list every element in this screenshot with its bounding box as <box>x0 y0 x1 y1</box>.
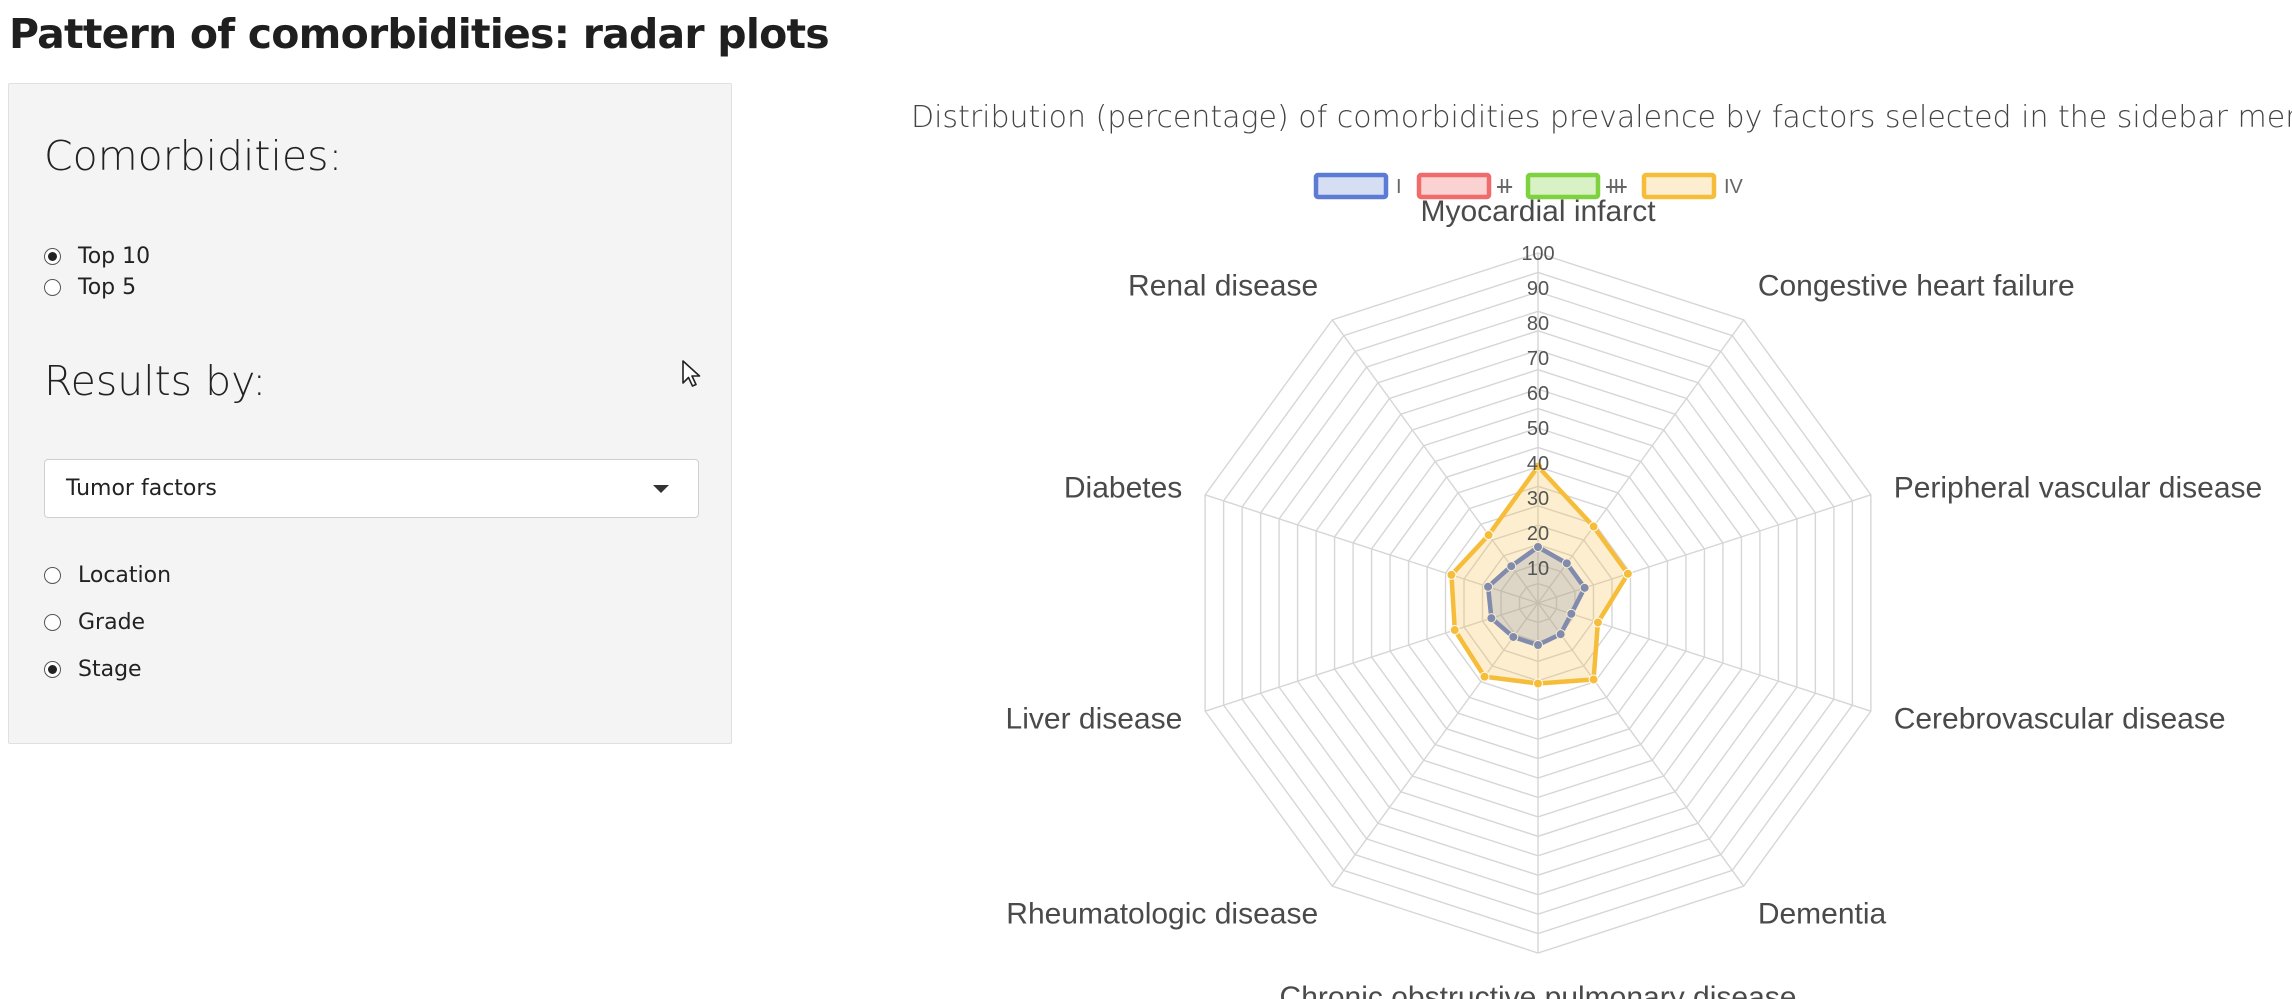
results-by-select-value: Tumor factors <box>66 476 217 501</box>
mouse-cursor-icon <box>682 360 701 387</box>
radial-tick-label: 10 <box>1527 558 1549 580</box>
radio-top-5[interactable]: Top 5 <box>44 270 136 304</box>
radio-grade[interactable]: Grade <box>44 605 145 639</box>
series-4-point[interactable] <box>1483 530 1494 541</box>
radial-tick-label: 90 <box>1527 278 1549 300</box>
results-by-label: Results by: <box>44 357 267 405</box>
axis-label-diabetes: Diabetes <box>1064 471 1182 504</box>
series-1-point[interactable] <box>1533 542 1543 552</box>
radio-top-10[interactable]: Top 10 <box>44 239 150 273</box>
radar-spoke <box>1331 602 1539 887</box>
legend-label-1[interactable]: I <box>1396 176 1402 198</box>
sidebar-panel: Comorbidities: Top 10 Top 5 Results by: … <box>8 83 732 744</box>
series-1-point[interactable] <box>1566 608 1577 619</box>
radial-tick-label: 100 <box>1521 243 1554 265</box>
series-1-point[interactable] <box>1555 629 1566 640</box>
axis-label-chronic-obstructive-pulmonary-disease: Chronic obstructive pulmonary disease <box>1280 981 1797 999</box>
radial-tick-label: 60 <box>1527 383 1549 405</box>
series-4-point[interactable] <box>1446 569 1457 580</box>
legend-swatch-4[interactable] <box>1641 172 1717 200</box>
radio-top-10-circle[interactable] <box>44 247 61 265</box>
series-4-point[interactable] <box>1588 521 1599 532</box>
comorbidities-label: Comorbidities: <box>44 132 343 180</box>
radar-spoke <box>1204 602 1539 712</box>
radio-location-circle[interactable] <box>44 566 61 584</box>
axis-label-rheumatologic-disease: Rheumatologic disease <box>1006 898 1318 931</box>
series-4-point[interactable] <box>1479 671 1490 682</box>
radio-grade-label: Grade <box>78 609 146 635</box>
radar-spoke <box>1331 319 1539 604</box>
radar-spoke <box>1204 494 1539 604</box>
legend-swatch-2[interactable] <box>1416 172 1492 200</box>
radial-tick-label: 50 <box>1527 418 1549 440</box>
radial-tick-label: 70 <box>1527 348 1549 370</box>
axis-label-renal-disease: Renal disease <box>1128 269 1318 302</box>
series-1-point[interactable] <box>1508 631 1519 642</box>
radar-spoke <box>1537 494 1872 604</box>
radio-grade-circle[interactable] <box>44 613 61 631</box>
axis-label-dementia: Dementia <box>1758 898 1887 931</box>
radar-spoke <box>1537 319 1745 604</box>
radial-tick-label: 80 <box>1527 313 1549 335</box>
radial-tick-label: 30 <box>1527 488 1549 510</box>
series-4-point[interactable] <box>1592 617 1603 628</box>
axis-label-congestive-heart-failure: Congestive heart failure <box>1758 269 2075 302</box>
axis-label-cerebrovascular-disease: Cerebrovascular disease <box>1894 703 2226 736</box>
series-4-point[interactable] <box>1588 674 1599 685</box>
axis-label-peripheral-vascular-disease: Peripheral vascular disease <box>1894 471 2263 504</box>
chart-subtitle: Distribution (percentage) of comorbiditi… <box>911 100 2292 135</box>
series-4-point[interactable] <box>1449 625 1460 636</box>
radial-tick-label: 20 <box>1527 523 1549 545</box>
radio-location[interactable]: Location <box>44 558 171 592</box>
series-1-point[interactable] <box>1486 613 1497 624</box>
radio-location-label: Location <box>78 562 172 588</box>
series-1-point[interactable] <box>1561 558 1572 569</box>
radio-top-5-label: Top 5 <box>78 274 137 300</box>
results-by-select[interactable]: Tumor factors <box>44 459 699 518</box>
radar-spoke <box>1537 602 1745 887</box>
caret-down-icon[interactable] <box>653 485 669 493</box>
radio-stage[interactable]: Stage <box>44 652 142 686</box>
series-1-point[interactable] <box>1483 581 1494 592</box>
series-4-point[interactable] <box>1622 568 1633 579</box>
axis-label-liver-disease: Liver disease <box>1006 703 1183 736</box>
radio-stage-circle[interactable] <box>44 660 61 678</box>
series-4-point[interactable] <box>1533 461 1543 472</box>
page-title: Pattern of comorbidities: radar plots <box>9 10 830 58</box>
legend-swatch-3[interactable] <box>1525 172 1601 200</box>
series-4-point[interactable] <box>1533 678 1543 689</box>
radio-stage-label: Stage <box>78 656 142 682</box>
radio-top-5-circle[interactable] <box>44 278 61 296</box>
series-1-point[interactable] <box>1506 561 1517 572</box>
legend-swatch-1[interactable] <box>1313 172 1389 200</box>
legend-label-4[interactable]: IV <box>1724 176 1744 198</box>
radial-tick-label: 40 <box>1527 453 1549 475</box>
series-1-point[interactable] <box>1579 582 1590 593</box>
axis-label-myocardial-infarct: Myocardial infarct <box>1420 195 1656 228</box>
radio-top-10-label: Top 10 <box>78 243 151 269</box>
series-1-point[interactable] <box>1533 640 1543 650</box>
